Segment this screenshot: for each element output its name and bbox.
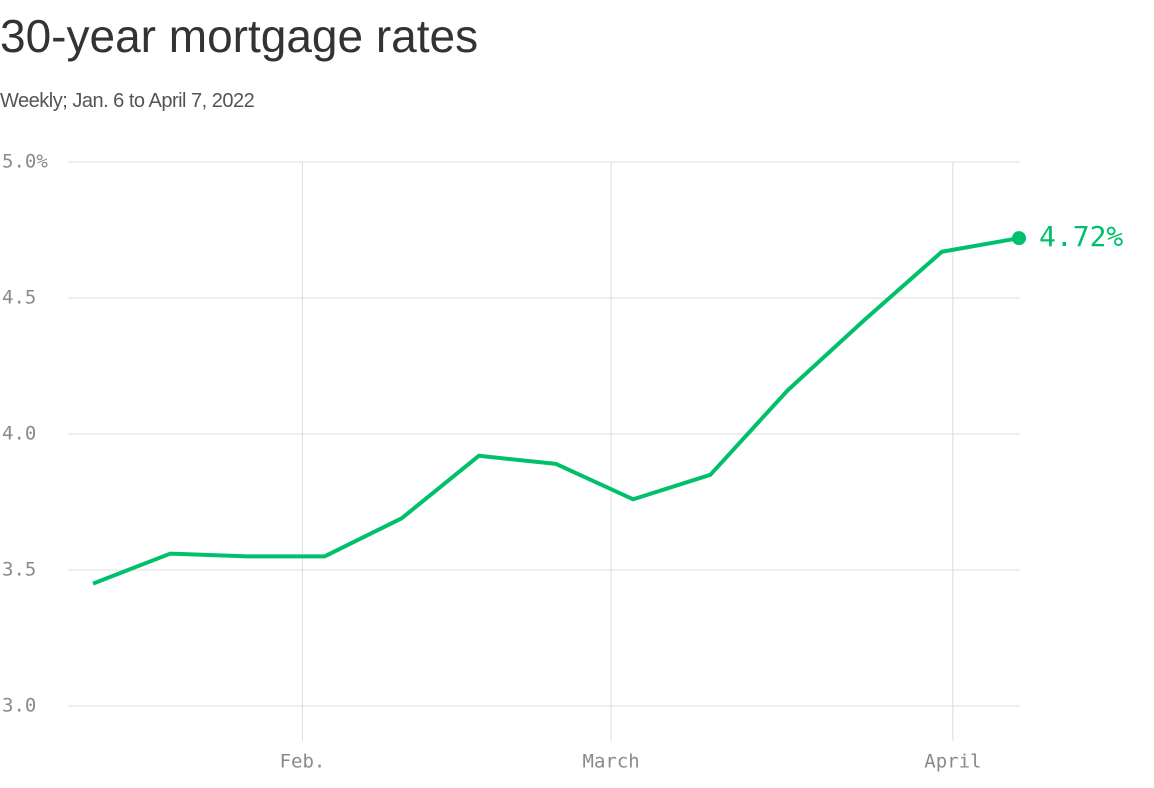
x-tick-label-bg [571, 748, 652, 776]
value-label: 4.72% [1039, 220, 1123, 253]
x-tick-label-bg [912, 748, 993, 776]
x-tick-label-bg [262, 748, 343, 776]
y-tick-label: 4.5 [2, 287, 36, 309]
x-tick-label: Feb. [280, 751, 326, 773]
y-tick-label: 4.0 [2, 423, 36, 445]
line [92, 236, 1020, 586]
y-tick-label: 5.0% [2, 151, 48, 173]
end-point [1012, 231, 1026, 246]
y-tick-label: 3.5 [2, 559, 36, 581]
chart-subtitle: Weekly; Jan. 6 to April 7, 2022 [0, 90, 255, 112]
x-tick-label: April [924, 751, 981, 773]
x-tick-label: March [583, 751, 640, 773]
y-tick-label: 3.0 [2, 695, 36, 717]
chart-title: 30-year mortgage rates [0, 10, 478, 62]
